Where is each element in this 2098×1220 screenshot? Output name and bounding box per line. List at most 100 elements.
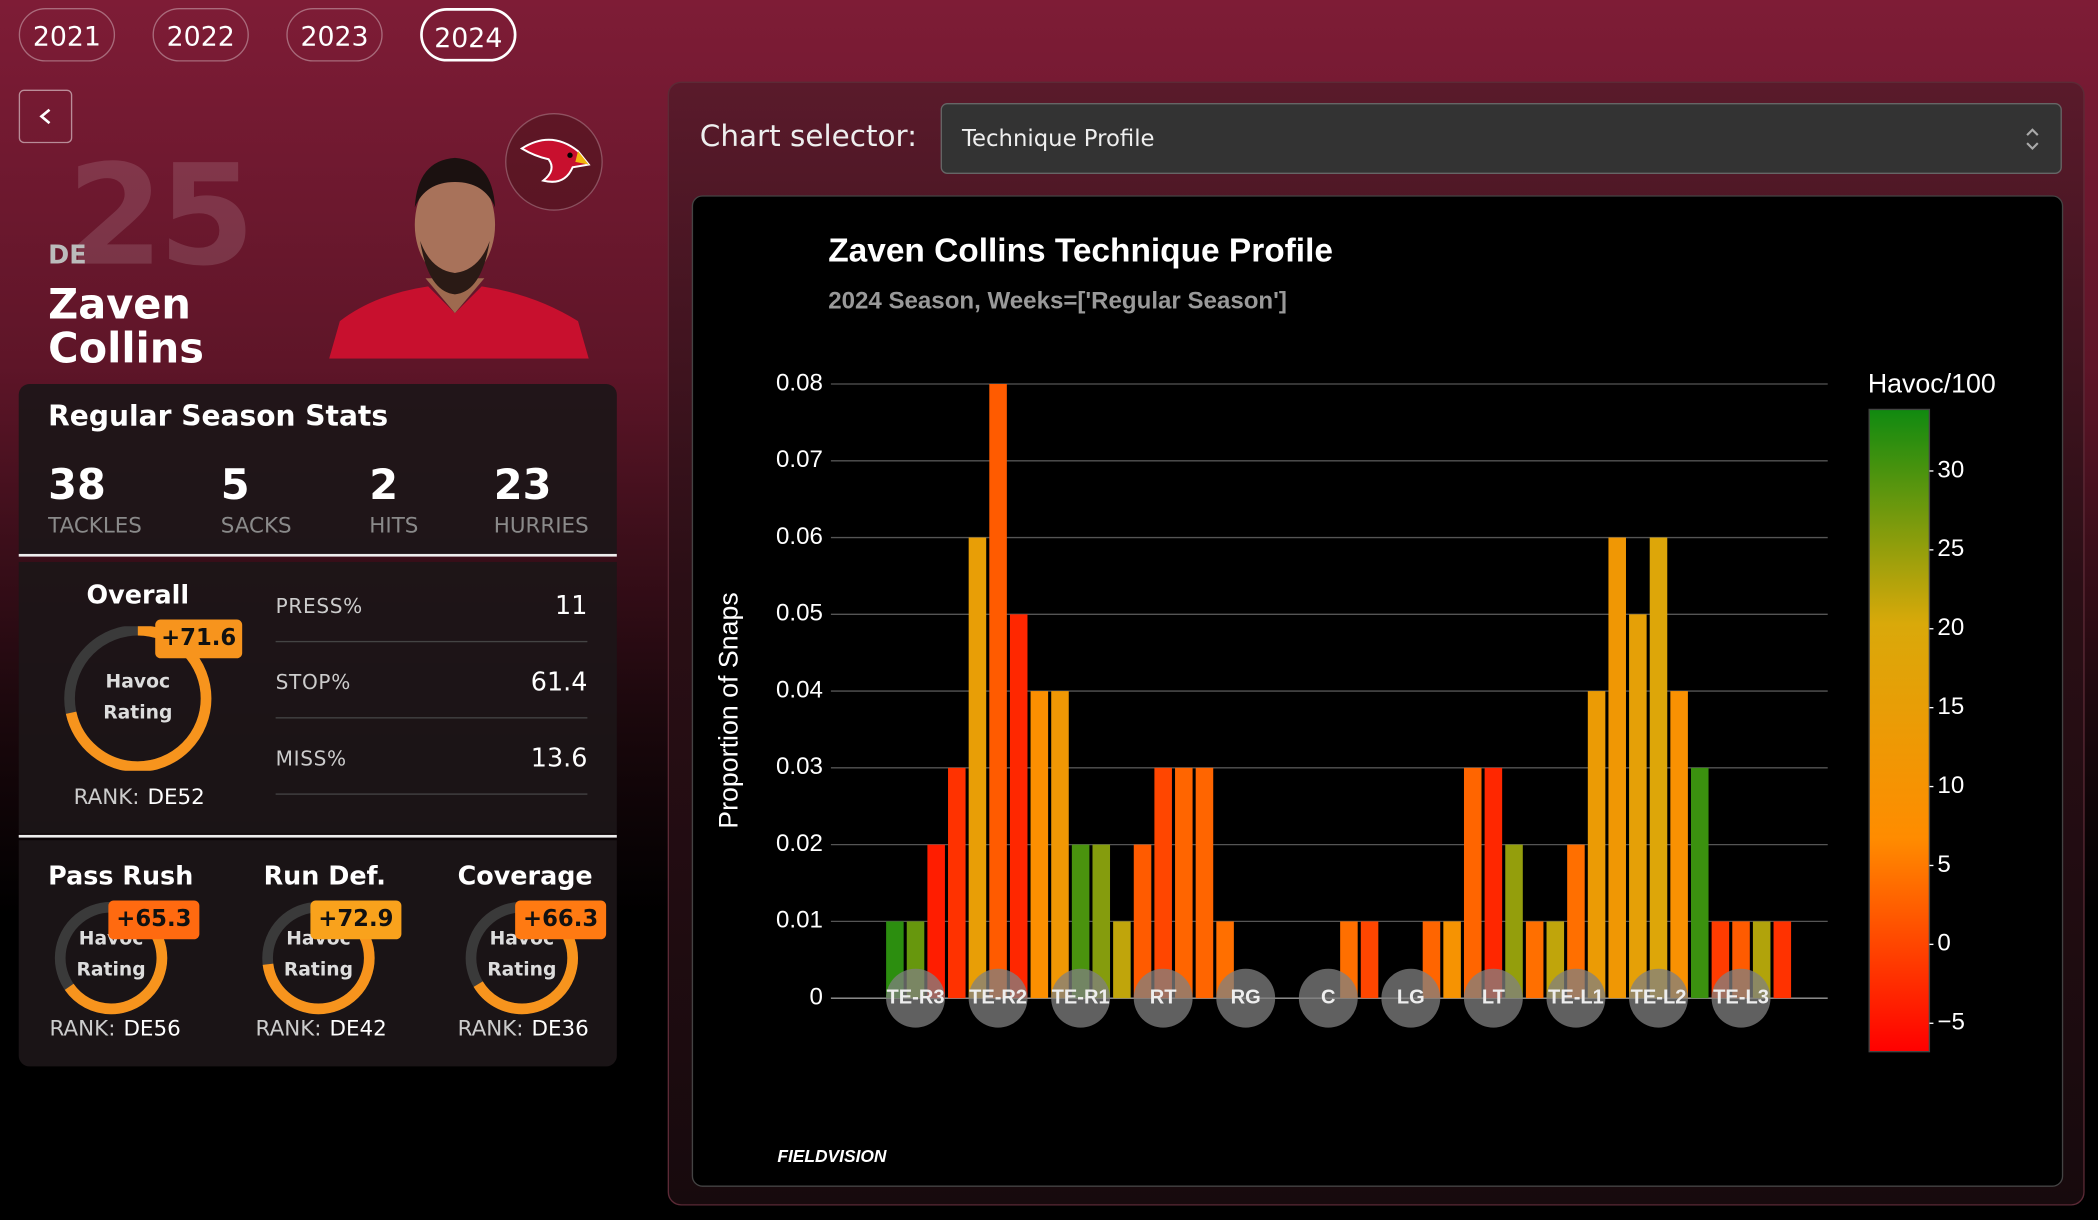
bar	[1629, 614, 1647, 999]
card-title: Overall	[86, 580, 190, 611]
year-tab[interactable]: 2021	[18, 8, 116, 62]
x-tick-label: C	[1321, 986, 1335, 1008]
metric-label: PRESS%	[275, 594, 363, 619]
sub-ratings-card: Pass Rush Havoc Rating +65.3 RANK: DE56 R…	[18, 840, 617, 1067]
gauge	[64, 626, 212, 771]
x-tick-marker	[1381, 968, 1441, 1028]
card-title: Run Def.	[263, 861, 386, 892]
bar	[1133, 844, 1152, 999]
x-tick-marker	[1463, 968, 1523, 1028]
stat-label: HITS	[369, 512, 419, 538]
divider	[275, 640, 588, 643]
stat-value: 38	[48, 461, 106, 510]
player-name: Zaven Collins	[48, 280, 204, 374]
rating-badge: +66.3	[515, 900, 607, 940]
selector-label: Chart selector:	[699, 120, 918, 154]
bar	[1567, 844, 1585, 999]
stat-label: SACKS	[220, 512, 292, 538]
y-tick-label: 0.07	[776, 446, 823, 473]
player-photo	[329, 157, 589, 359]
bar	[1505, 844, 1523, 999]
metric-value: 11	[555, 591, 588, 621]
chart-select[interactable]: Technique Profile	[940, 103, 2062, 174]
bar	[1009, 614, 1028, 999]
bar	[1525, 921, 1544, 999]
bar	[989, 384, 1007, 999]
x-tick-label: TE-L2	[1631, 986, 1687, 1008]
jersey-number: 25	[66, 133, 255, 298]
x-tick-label: TE-R3	[887, 986, 945, 1008]
x-tick-label: TE-L1	[1548, 986, 1604, 1008]
select-chevron	[2026, 128, 2039, 151]
x-tick-marker	[1216, 968, 1276, 1028]
bar	[1773, 921, 1792, 999]
y-tick-label: 0.06	[776, 523, 823, 550]
rating-badge: +71.6	[155, 619, 243, 659]
colorbar-tick-label: 20	[1937, 614, 1964, 641]
chart-subtitle: 2024 Season, Weeks=['Regular Season']	[828, 288, 1287, 315]
x-tick-label: RG	[1231, 986, 1261, 1008]
team-logo	[505, 113, 603, 211]
y-tick-label: 0.05	[776, 600, 823, 627]
select-value: Technique Profile	[962, 125, 1155, 153]
divider	[275, 717, 588, 719]
bar	[1484, 767, 1503, 999]
bar	[1195, 767, 1214, 999]
metric-label: MISS%	[275, 746, 347, 771]
y-tick-label: 0.03	[776, 753, 823, 780]
rank: DE36	[531, 1015, 589, 1041]
rating-badge: +65.3	[108, 900, 200, 940]
colorbar-tick-label: 15	[1937, 693, 1964, 720]
bar	[1360, 921, 1379, 999]
rank: DE42	[329, 1015, 387, 1041]
x-tick-label: LG	[1397, 986, 1425, 1008]
gauge-label: Havoc Rating	[76, 928, 146, 981]
colorbar-tick-label: 5	[1937, 851, 1950, 878]
metric-value: 61.4	[530, 667, 588, 698]
bar	[1113, 921, 1131, 999]
rank: DE56	[123, 1015, 181, 1041]
bar	[1649, 537, 1668, 999]
stat-value: 2	[369, 461, 399, 510]
bar	[1071, 844, 1090, 999]
x-tick-label: RT	[1150, 986, 1177, 1008]
x-tick-marker	[1711, 968, 1771, 1028]
x-tick-marker	[1629, 968, 1688, 1028]
card-title: Coverage	[457, 861, 593, 892]
colorbar-tick-label: 10	[1937, 772, 1964, 799]
bar	[1608, 537, 1626, 999]
bar	[1443, 921, 1461, 999]
colorbar-tick-label: 25	[1937, 535, 1964, 562]
year-tab[interactable]: 2023	[286, 8, 383, 62]
position: DE	[48, 240, 87, 271]
x-tick-marker	[1051, 968, 1111, 1028]
gauge-label: Havoc Rating	[103, 671, 173, 724]
bar	[1154, 767, 1172, 999]
rank-label: RANK:	[255, 1015, 322, 1041]
back-button[interactable]	[18, 89, 73, 144]
colorbar-tick-label: 0	[1937, 930, 1950, 957]
x-tick-marker	[1546, 968, 1606, 1028]
y-tick-label: 0.01	[776, 907, 823, 934]
year-tab[interactable]: 2024	[420, 8, 517, 62]
colorbar	[1868, 408, 1931, 1053]
x-tick-marker	[1133, 968, 1193, 1028]
stat-label: TACKLES	[48, 512, 142, 538]
metric-label: STOP%	[275, 670, 351, 695]
chart-area: Chart selector: Technique Profile Zaven …	[667, 81, 2085, 1206]
x-tick-marker	[968, 968, 1028, 1028]
bar	[1175, 767, 1193, 999]
rating-badge: +72.9	[310, 900, 402, 940]
bar	[968, 537, 987, 999]
bar	[1463, 767, 1482, 999]
rank-label: RANK:	[457, 1015, 524, 1041]
bar	[1670, 691, 1688, 999]
y-tick-label: 0	[809, 984, 822, 1011]
season-stats-card: Regular Season Stats 38 TACKLES 5 SACKS …	[18, 384, 617, 556]
y-tick-label: 0.04	[776, 676, 823, 703]
rank-label: RANK:	[49, 1015, 116, 1041]
chart: Zaven Collins Technique Profile 2024 Sea…	[691, 195, 2064, 1187]
year-tab[interactable]: 2022	[152, 8, 249, 62]
